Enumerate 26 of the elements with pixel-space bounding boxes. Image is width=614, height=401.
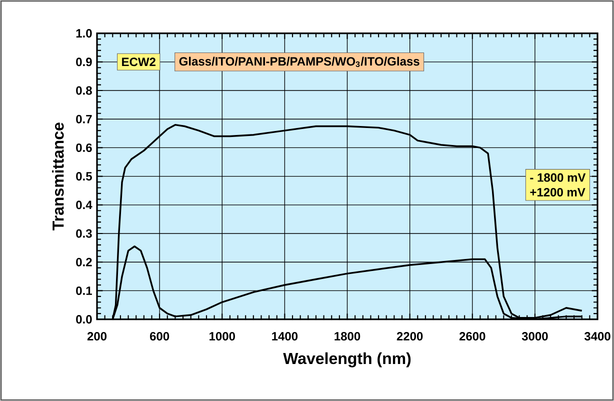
legend-label: +1200 mV: [530, 188, 586, 196]
x-tick-label: 3000: [522, 332, 548, 341]
x-axis-title: Wavelength (nm): [283, 352, 411, 368]
x-tick-label: 1400: [272, 332, 298, 341]
y-axis-title: Transmittance: [52, 122, 64, 230]
y-tick-label: 0.9: [76, 58, 92, 66]
y-tick-label: 0.1: [76, 286, 92, 295]
y-tick-label: 0.7: [76, 114, 92, 124]
x-tick-label: 1800: [334, 332, 360, 341]
y-tick-label: 0.2: [76, 258, 92, 266]
x-tick-label: 2600: [459, 332, 486, 341]
x-tick-label: 200: [87, 332, 107, 341]
x-tick-label: 1000: [210, 332, 235, 341]
annotation: ECW2: [122, 58, 156, 66]
y-tick-label: 0.8: [76, 86, 92, 95]
legend-label: - 1800 mV: [530, 173, 586, 182]
x-tick-label: 3400: [584, 332, 610, 341]
y-tick-label: 0.3: [76, 229, 92, 238]
y-tick-label: 0.0: [76, 315, 92, 324]
x-tick-label: 600: [150, 332, 170, 341]
y-tick-label: 0.6: [76, 143, 92, 152]
y-tick-label: 1.0: [76, 29, 92, 38]
y-tick-label: 0.4: [76, 200, 92, 210]
annotation: Glass/ITO/PANI-PB/PAMPS/WO$_{3}$/ITO/Glass: [179, 56, 420, 68]
x-tick-label: 2200: [396, 332, 423, 341]
y-tick-label: 0.5: [76, 172, 92, 181]
